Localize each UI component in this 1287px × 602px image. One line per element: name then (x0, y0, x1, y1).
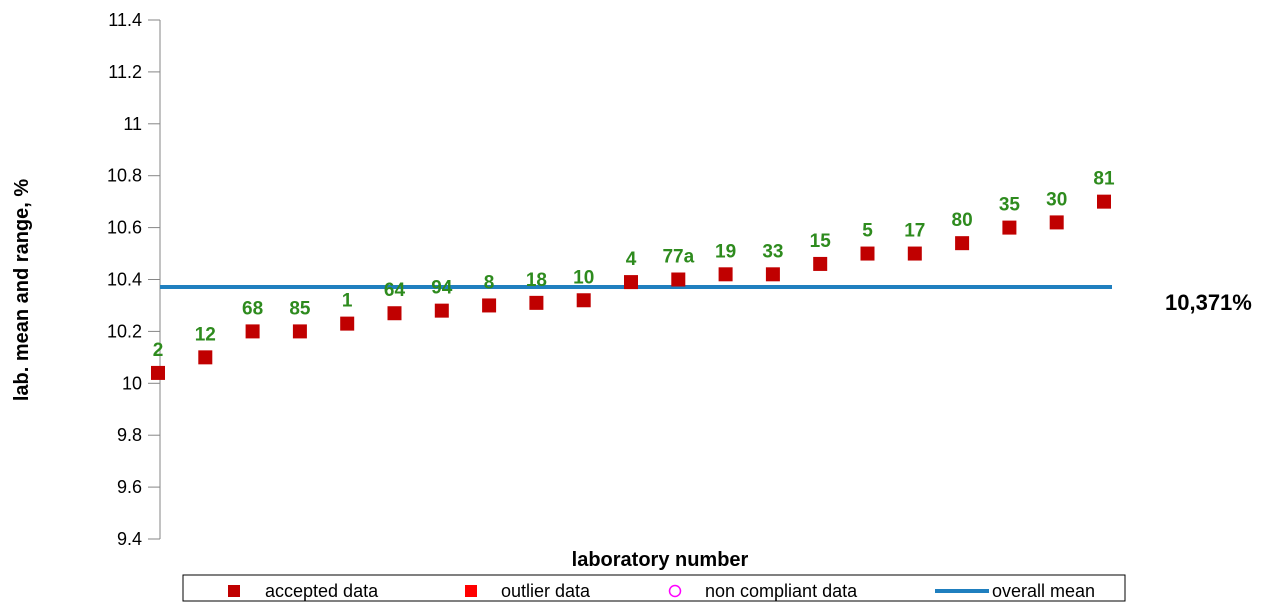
lab-number-label: 35 (999, 195, 1021, 216)
data-point (718, 267, 733, 282)
lab-number-label: 19 (715, 241, 736, 262)
y-tick-label: 9.8 (117, 425, 142, 445)
lab-number-label: 80 (952, 210, 973, 231)
data-points (151, 194, 1111, 380)
data-point (671, 272, 686, 287)
y-tick-label: 11.2 (108, 62, 142, 82)
y-axis-title: lab. mean and range, % (11, 179, 33, 402)
point-labels: 2 12 68 85 1 64 94 8 18 10 4 77a 19 33 15 5 17 80 35 30 81 (153, 169, 1115, 361)
legend-label: overall mean (992, 581, 1095, 601)
lab-number-label: 18 (526, 270, 547, 291)
legend-box (182, 574, 1126, 602)
data-point (151, 365, 165, 380)
data-point (1002, 220, 1017, 235)
y-axis: 9.4 9.6 9.8 10 10.2 10.4 10.6 10.8 11 11.2 11.4 (107, 10, 161, 549)
data-point (387, 306, 402, 321)
y-tick-label: 9.6 (117, 477, 142, 497)
lab-number-label: 30 (1046, 189, 1067, 210)
overall-mean-label: 10,371% (1165, 290, 1252, 315)
lab-number-label: 64 (384, 280, 406, 301)
y-tick-label: 10 (122, 373, 142, 393)
lab-number-label: 77a (662, 247, 694, 268)
y-tick-label: 10.4 (107, 270, 142, 290)
legend-square-symbol (465, 585, 477, 597)
data-point (860, 246, 875, 261)
lab-number-label: 17 (904, 221, 925, 242)
lab-number-label: 1 (342, 291, 353, 312)
legend-label: accepted data (265, 581, 379, 601)
data-point (245, 324, 260, 339)
data-point (340, 316, 355, 331)
y-tick-label: 10.8 (107, 166, 142, 186)
y-tick-label: 10.2 (107, 321, 142, 341)
data-point (765, 267, 780, 282)
data-point (198, 350, 213, 365)
legend-label: non compliant data (705, 581, 858, 601)
y-tick-label: 11 (123, 114, 142, 134)
legend-circle-symbol (668, 584, 682, 598)
data-point (482, 298, 497, 313)
data-point (1049, 215, 1064, 230)
lab-number-label: 15 (810, 231, 832, 252)
data-point (576, 293, 591, 308)
y-tick-label: 11.4 (108, 10, 142, 30)
lab-number-label: 12 (195, 324, 216, 345)
data-point (529, 295, 544, 310)
lab-number-label: 4 (626, 249, 637, 270)
lab-number-label: 2 (153, 340, 164, 361)
lab-number-label: 94 (431, 278, 453, 299)
legend-square-symbol (228, 585, 240, 597)
data-point (955, 236, 970, 251)
data-point (1097, 194, 1111, 209)
data-point (813, 256, 828, 271)
lab-number-label: 5 (862, 221, 873, 242)
lab-number-label: 33 (762, 241, 783, 262)
x-axis-title: laboratory number (572, 549, 749, 571)
data-point (434, 303, 449, 318)
lab-number-label: 85 (289, 298, 311, 319)
lab-number-label: 81 (1093, 169, 1115, 190)
data-point (292, 324, 307, 339)
lab-number-label: 68 (242, 298, 263, 319)
y-tick-label: 10.6 (107, 218, 142, 238)
legend-label: outlier data (501, 581, 591, 601)
lab-number-label: 10 (573, 267, 594, 288)
lab-number-label: 8 (484, 272, 495, 293)
data-point (624, 275, 638, 290)
y-tick-label: 9.4 (117, 529, 142, 549)
legend: accepted data outlier data non compliant d… (182, 574, 1126, 602)
data-point (907, 246, 922, 261)
